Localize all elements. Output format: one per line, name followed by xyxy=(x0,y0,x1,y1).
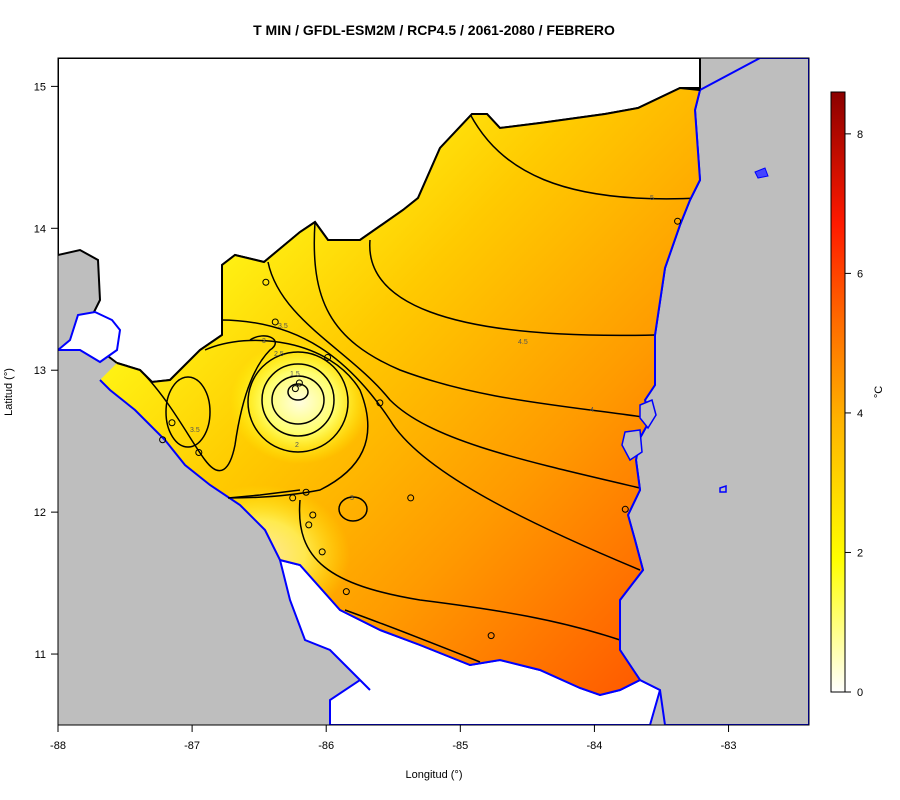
x-tick-label: -86 xyxy=(318,740,334,752)
station-marker xyxy=(168,419,176,427)
station-marker xyxy=(318,548,326,556)
contour-label: 3 xyxy=(262,338,266,345)
contour-label: 2 xyxy=(295,442,299,449)
colorbar-tick-label: 4 xyxy=(857,408,863,420)
station-marker xyxy=(324,353,332,361)
contour-label: 3 xyxy=(350,495,354,502)
map-panel: 5 4.5 4 3.5 3.5 3 3 2.5 1.5 2 xyxy=(58,58,809,725)
contour-label: 5 xyxy=(650,195,654,202)
y-tick-label: 15 xyxy=(34,81,46,93)
colorbar-ticks: 0 2 4 6 8 xyxy=(845,129,863,699)
contour-label: 4.5 xyxy=(518,339,528,346)
contour-line xyxy=(344,609,481,663)
pearl-lagoon xyxy=(639,398,657,430)
colorbar-tick-label: 8 xyxy=(857,129,863,141)
station-marker xyxy=(271,318,279,326)
contour-line xyxy=(139,335,277,472)
y-tick-label: 12 xyxy=(34,507,46,519)
x-tick-label: -84 xyxy=(586,740,602,752)
station-marker xyxy=(342,588,350,596)
bluefields-lagoon xyxy=(621,429,643,462)
station-marker xyxy=(674,217,682,225)
station-marker xyxy=(302,488,310,496)
station-marker xyxy=(289,494,297,502)
contour-line xyxy=(219,319,641,571)
x-axis-label: Longitud (°) xyxy=(406,769,463,781)
station-marker xyxy=(309,511,317,519)
contour-line xyxy=(271,375,325,425)
station-marker xyxy=(305,521,313,529)
weather-stations xyxy=(159,217,682,640)
station-marker xyxy=(407,494,415,502)
y-axis: 11 12 13 14 15 xyxy=(34,81,58,661)
contour-line xyxy=(267,261,641,489)
station-marker xyxy=(376,399,384,407)
miskito-cays xyxy=(754,167,769,179)
station-marker xyxy=(487,632,495,640)
station-marker xyxy=(262,278,270,286)
contour-line xyxy=(298,499,621,641)
contour-label: 1.5 xyxy=(290,371,300,378)
lake-nicaragua-outline xyxy=(227,489,301,499)
contour-line xyxy=(313,221,651,419)
contour-line xyxy=(369,239,656,337)
corn-islands xyxy=(719,484,727,493)
colorbar xyxy=(830,91,846,693)
station-marker xyxy=(621,505,629,513)
station-marker xyxy=(159,436,167,444)
contour-line xyxy=(261,363,335,437)
contour-line xyxy=(338,496,368,522)
plot-frame xyxy=(57,57,810,726)
colorbar-tick-label: 2 xyxy=(857,547,863,559)
contour-line xyxy=(469,113,700,200)
nicaragua-coastline xyxy=(99,89,702,697)
contour-label: 2.5 xyxy=(274,351,284,358)
y-tick-label: 14 xyxy=(34,223,46,235)
cool-spot-managua xyxy=(230,340,370,464)
colorbar-tick-label: 0 xyxy=(857,687,863,699)
y-tick-label: 11 xyxy=(35,649,46,661)
contour-label: 4 xyxy=(590,407,594,414)
gulf-of-fonseca xyxy=(58,310,122,364)
contour-line xyxy=(165,376,211,448)
station-marker xyxy=(295,379,303,387)
contour-line xyxy=(247,351,349,453)
x-tick-label: -87 xyxy=(184,740,200,752)
x-tick-label: -83 xyxy=(721,740,737,752)
contour-label: 3.5 xyxy=(190,427,200,434)
colorbar-label: °C xyxy=(873,386,885,398)
contour-line xyxy=(287,383,309,401)
x-tick-label: -88 xyxy=(50,740,66,752)
y-axis-label: Latitud (°) xyxy=(3,368,15,416)
colorbar-tick-label: 6 xyxy=(857,268,863,280)
station-marker xyxy=(195,449,203,457)
x-tick-label: -85 xyxy=(452,740,468,752)
y-tick-label: 13 xyxy=(34,365,46,377)
chart-title: T MIN / GFDL-ESM2M / RCP4.5 / 2061-2080 … xyxy=(253,22,615,38)
nicaragua-land-border xyxy=(116,86,701,384)
x-axis: -88 -87 -86 -85 -84 -83 xyxy=(50,725,736,752)
contour-label: 3.5 xyxy=(278,323,288,330)
station-marker xyxy=(291,385,299,393)
